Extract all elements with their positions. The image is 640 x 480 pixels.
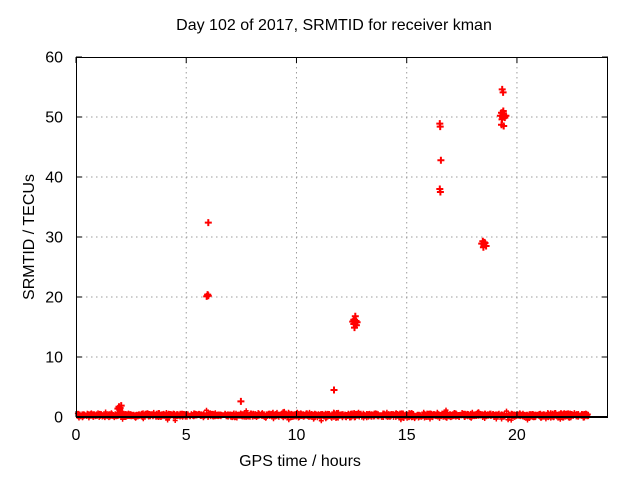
y-tick-label-0: 0 [54,410,63,427]
y-tick-label-10: 10 [45,350,63,367]
x-tick-label-15: 15 [398,427,416,444]
x-tick-labels: 0 5 10 15 20 [72,427,526,444]
y-axis-label: SRMTID / TECUs [21,174,38,300]
outlier-points [114,85,510,414]
y-tick-label-20: 20 [45,290,63,307]
x-tick-label-5: 5 [182,427,191,444]
y-tick-label-30: 30 [45,230,63,247]
y-tick-label-60: 60 [45,50,63,67]
x-tick-label-10: 10 [288,427,306,444]
chart-title: Day 102 of 2017, SRMTID for receiver kma… [176,17,492,34]
axis-ticks [75,56,608,418]
y-tick-label-50: 50 [45,110,63,127]
noise-band-points [74,407,591,424]
x-tick-label-20: 20 [508,427,526,444]
y-tick-label-40: 40 [45,170,63,187]
y-tick-labels: 0 10 20 30 40 50 60 [45,50,63,427]
x-tick-label-0: 0 [72,427,81,444]
x-axis-label: GPS time / hours [239,453,361,470]
gridlines [76,57,608,417]
